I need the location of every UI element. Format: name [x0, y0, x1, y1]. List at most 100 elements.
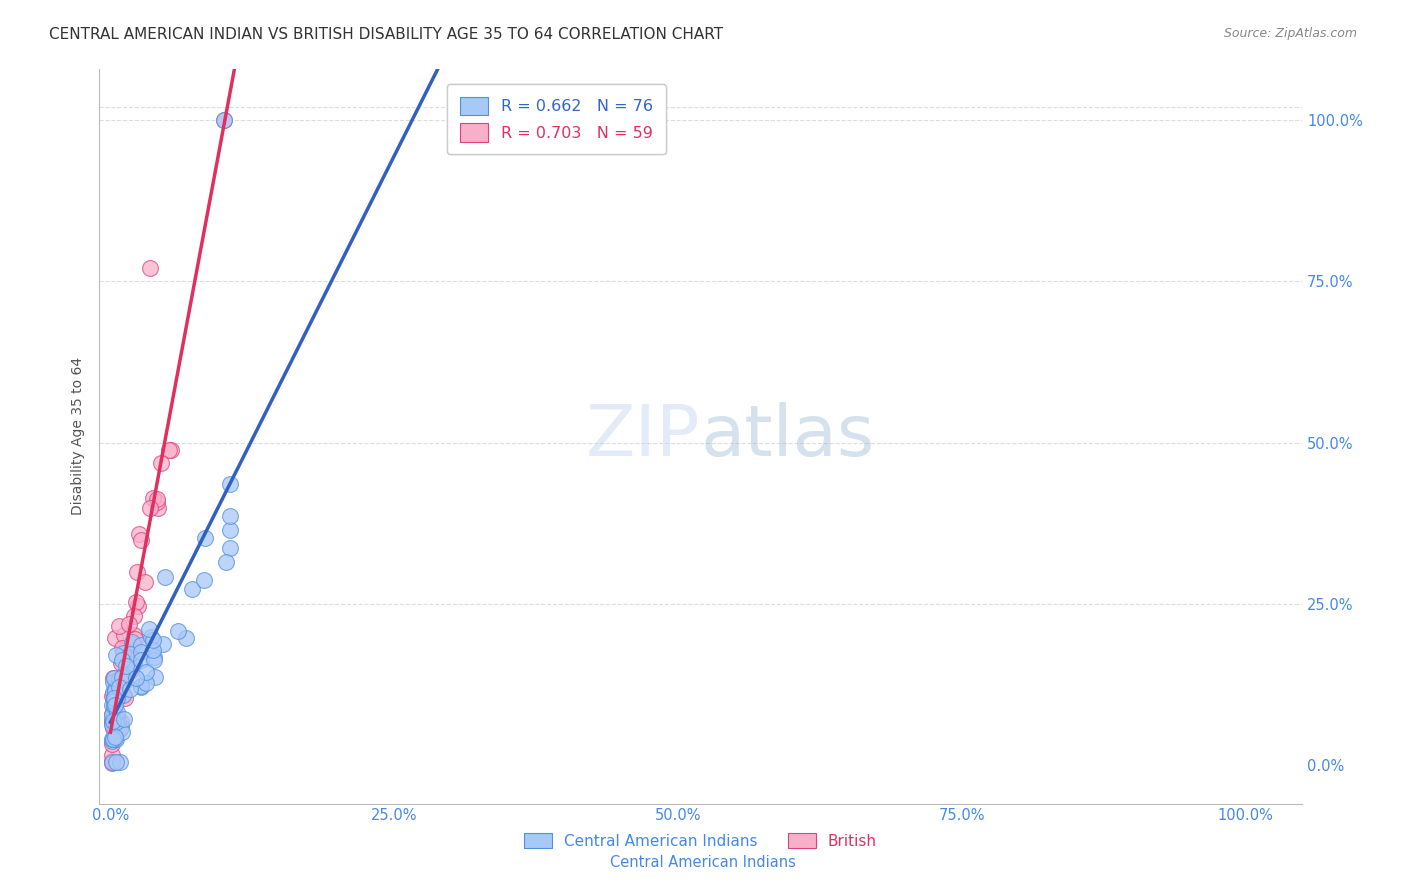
Point	[166, 624, 188, 639]
Point	[108, 755, 131, 769]
Point	[108, 681, 131, 695]
Point	[101, 713, 124, 727]
Point	[139, 630, 162, 644]
Point	[118, 660, 141, 674]
Point	[129, 638, 152, 652]
Point	[112, 712, 135, 726]
Point	[104, 683, 127, 698]
Point	[111, 669, 134, 683]
Point	[157, 443, 180, 458]
Point	[194, 531, 217, 545]
Point	[124, 637, 146, 651]
Point	[145, 670, 167, 684]
Point	[127, 566, 149, 580]
Point	[218, 523, 240, 537]
Point	[101, 731, 124, 746]
Point	[100, 755, 122, 769]
Point	[122, 628, 145, 642]
Point	[180, 582, 202, 597]
Point	[142, 642, 165, 657]
Point	[143, 649, 166, 664]
Point	[153, 570, 176, 584]
Point	[103, 698, 125, 713]
Point	[114, 690, 136, 705]
Point	[174, 631, 197, 645]
Point	[103, 706, 125, 721]
Point	[135, 665, 157, 679]
Point	[193, 574, 215, 588]
Point	[111, 653, 134, 667]
Point	[218, 541, 240, 555]
Point	[134, 575, 156, 590]
Point	[115, 659, 138, 673]
Point	[129, 653, 152, 667]
Point	[103, 691, 125, 706]
Point	[124, 632, 146, 646]
Point	[121, 635, 143, 649]
Point	[129, 680, 152, 694]
Point	[218, 509, 240, 524]
Point	[104, 730, 127, 744]
Point	[110, 657, 132, 671]
Point	[212, 113, 235, 128]
Point	[101, 714, 124, 729]
Point	[100, 755, 122, 769]
Point	[139, 501, 162, 516]
Point	[101, 690, 124, 704]
Point	[105, 691, 128, 706]
Point	[110, 720, 132, 734]
Point	[111, 670, 134, 684]
Point	[212, 113, 235, 128]
Point	[110, 714, 132, 729]
Point	[150, 456, 173, 470]
Y-axis label: Disability Age 35 to 64: Disability Age 35 to 64	[72, 357, 86, 516]
Point	[124, 657, 146, 671]
Point	[146, 492, 169, 507]
Point	[135, 675, 157, 690]
Point	[101, 685, 124, 699]
Point	[100, 756, 122, 770]
Point	[107, 681, 129, 696]
Point	[107, 714, 129, 728]
Point	[104, 732, 127, 747]
Point	[127, 599, 149, 614]
Point	[112, 646, 135, 660]
Point	[159, 443, 181, 458]
Point	[108, 618, 131, 632]
Point	[118, 681, 141, 696]
Point	[118, 617, 141, 632]
Point	[103, 700, 125, 714]
Point	[101, 690, 124, 705]
Point	[100, 733, 122, 747]
Point	[118, 648, 141, 662]
Point	[215, 555, 238, 569]
Point	[104, 675, 127, 690]
Text: CENTRAL AMERICAN INDIAN VS BRITISH DISABILITY AGE 35 TO 64 CORRELATION CHART: CENTRAL AMERICAN INDIAN VS BRITISH DISAB…	[49, 27, 723, 42]
Point	[100, 707, 122, 722]
Point	[103, 712, 125, 726]
Point	[108, 672, 131, 686]
Point	[124, 608, 146, 623]
Point	[100, 706, 122, 721]
Point	[103, 671, 125, 685]
Point	[105, 648, 128, 662]
Point	[103, 694, 125, 708]
Point	[103, 731, 125, 746]
Point	[114, 673, 136, 688]
Point	[115, 644, 138, 658]
Point	[100, 738, 122, 752]
Point	[100, 748, 122, 763]
Point	[125, 672, 148, 686]
Point	[139, 261, 162, 276]
Point	[108, 722, 131, 736]
Point	[103, 684, 125, 698]
Point	[125, 595, 148, 609]
Point	[101, 717, 124, 731]
Point	[104, 681, 127, 696]
Point	[143, 653, 166, 667]
Point	[105, 710, 128, 724]
Point	[103, 690, 125, 705]
Point	[105, 705, 128, 719]
Point	[104, 715, 127, 730]
Point	[105, 731, 128, 746]
